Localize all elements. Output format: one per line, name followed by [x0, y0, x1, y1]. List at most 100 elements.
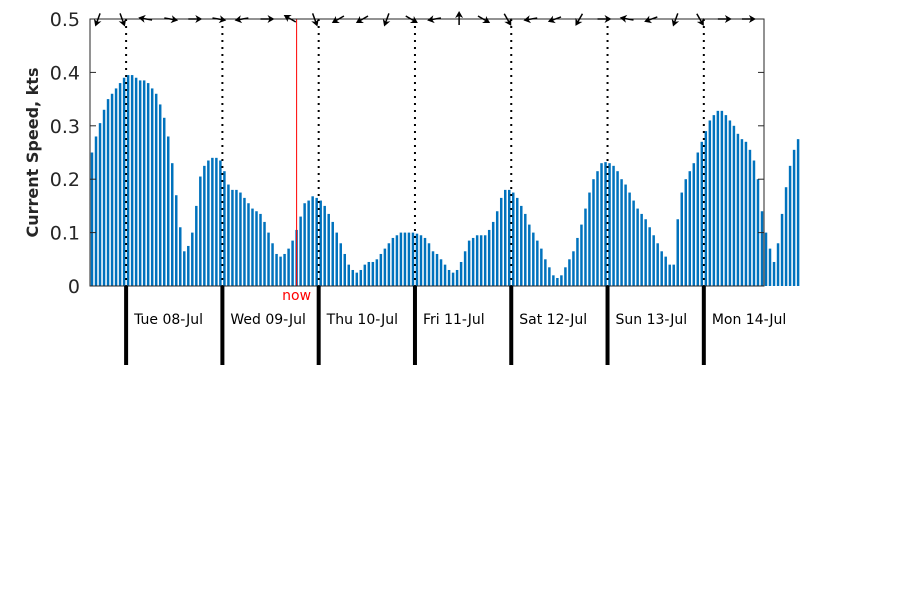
bar	[291, 240, 294, 286]
bar	[684, 179, 688, 286]
arrow-head	[311, 18, 319, 27]
bar	[503, 189, 507, 286]
direction-arrow	[427, 15, 442, 24]
bar	[219, 160, 222, 286]
direction-arrow	[597, 15, 612, 23]
day-label: Thu 10-Jul	[326, 312, 398, 328]
bar	[760, 211, 764, 286]
bar	[644, 219, 647, 286]
bar	[756, 179, 760, 286]
arrow-head	[547, 15, 556, 24]
bar	[207, 160, 210, 286]
bar	[239, 192, 242, 286]
direction-arrow	[575, 13, 584, 26]
bar	[656, 243, 659, 286]
bar	[720, 110, 724, 286]
direction-arrow	[118, 13, 127, 27]
bar	[114, 88, 118, 286]
bar	[371, 261, 375, 286]
y-tick-label: 0.3	[50, 116, 80, 138]
bar	[768, 248, 772, 286]
bar	[287, 248, 290, 286]
direction-arrow	[671, 13, 680, 27]
bar	[648, 227, 651, 286]
bar	[572, 251, 575, 286]
bar	[187, 245, 190, 286]
arrow-head	[283, 15, 292, 22]
bar	[447, 269, 451, 286]
direction-arrow	[331, 15, 345, 23]
bar	[343, 253, 346, 286]
direction-arrow	[741, 15, 756, 23]
bar	[271, 243, 274, 286]
bar	[403, 232, 407, 286]
bar	[223, 171, 226, 286]
arrow-head	[218, 15, 227, 24]
bar	[158, 104, 162, 286]
midnight-dotted-lines	[125, 19, 705, 286]
bar	[455, 269, 459, 286]
direction-arrow	[503, 13, 512, 26]
bar	[520, 205, 523, 286]
direction-arrow	[138, 14, 153, 23]
bar	[704, 131, 708, 286]
arrow-head	[644, 15, 653, 24]
bar	[740, 139, 744, 286]
bar	[672, 264, 675, 286]
bar	[303, 203, 306, 286]
bar	[548, 267, 551, 286]
bar	[604, 162, 607, 286]
arrow-head	[696, 17, 704, 26]
arrow-head	[234, 15, 243, 24]
bar	[259, 213, 262, 286]
bar	[536, 240, 539, 286]
bar	[584, 208, 587, 286]
bar	[487, 229, 491, 286]
direction-arrow	[405, 15, 418, 23]
bar	[331, 221, 334, 286]
bar	[700, 141, 704, 286]
bar	[443, 264, 447, 286]
bar	[171, 163, 174, 286]
bar	[467, 240, 471, 286]
bar	[471, 237, 475, 286]
bar	[130, 75, 134, 286]
direction-arrow	[696, 13, 704, 26]
bar	[391, 237, 395, 286]
direction-arrow	[260, 15, 275, 23]
bar	[283, 253, 286, 286]
bar	[275, 253, 278, 286]
bar	[764, 232, 768, 286]
bar	[227, 184, 230, 286]
bar	[351, 269, 355, 286]
bar	[94, 136, 98, 286]
now-label: now	[282, 288, 311, 304]
direction-arrows	[93, 11, 756, 27]
bar	[415, 233, 419, 286]
bar	[499, 197, 503, 286]
bar	[564, 267, 567, 286]
y-axis-ticks: 0 0.1 0.2 0.3 0.4 0.5	[50, 9, 764, 298]
arrow-head	[724, 15, 732, 23]
bar	[162, 117, 166, 286]
bar	[102, 109, 106, 286]
bar	[708, 120, 712, 287]
bar	[118, 83, 122, 286]
bar	[544, 259, 547, 286]
bar	[231, 189, 234, 286]
bar	[439, 259, 443, 286]
bar	[110, 93, 114, 286]
bar	[660, 251, 663, 286]
bar	[540, 248, 543, 286]
bar	[676, 219, 679, 286]
bar	[419, 235, 423, 286]
bar	[347, 264, 351, 286]
bar	[179, 227, 182, 286]
bar	[608, 163, 611, 286]
bar	[632, 200, 635, 286]
arrow-head	[409, 16, 418, 23]
bar	[784, 187, 788, 286]
bar	[588, 192, 591, 286]
direction-arrow	[523, 15, 538, 24]
arrow-head	[355, 16, 364, 23]
